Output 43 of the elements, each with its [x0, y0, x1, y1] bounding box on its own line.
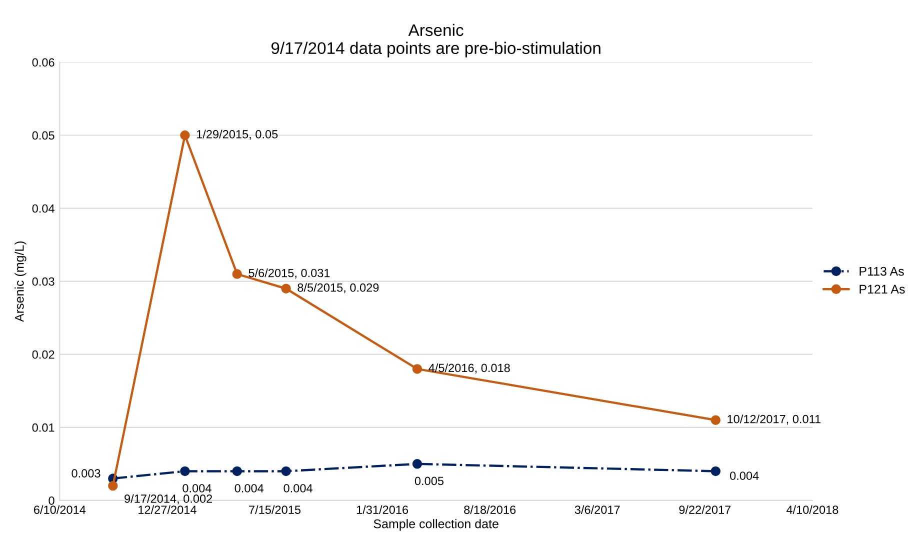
legend-label: P121 As — [860, 284, 905, 294]
point — [412, 364, 422, 374]
y-tick-label: 0.05 — [32, 131, 54, 140]
x-tick-label: 6/10/2014 — [34, 505, 86, 514]
data-label: 10/12/2017, 0.011 — [728, 414, 820, 425]
point — [281, 284, 291, 294]
y-axis-title: Arsenic (mg/L) — [14, 241, 26, 322]
data-label: 0.003 — [72, 469, 100, 478]
data-label: 0.005 — [414, 476, 444, 486]
y-tick-label: 0.01 — [32, 423, 54, 432]
point — [232, 269, 242, 279]
point — [108, 480, 118, 491]
data-label: 0.004 — [284, 484, 312, 492]
x-tick-label: 1/31/2016 — [356, 505, 408, 514]
point — [281, 466, 291, 476]
y-tick-label: 0.02 — [32, 350, 54, 359]
data-label: 4/5/2016, 0.018 — [428, 363, 510, 374]
point — [710, 466, 721, 476]
data-label: 0.004 — [234, 484, 264, 492]
data-label: 0.004 — [730, 472, 759, 480]
x-tick-label: 4/10/2018 — [786, 505, 838, 514]
x-tick-label: 9/22/2017 — [679, 505, 731, 514]
point — [412, 459, 422, 469]
legend-label: P113 As — [860, 266, 904, 276]
y-tick-label: 0.03 — [32, 277, 54, 286]
y-tick-label: 0.04 — [32, 204, 54, 213]
point — [180, 466, 190, 476]
data-label: 0.004 — [182, 484, 212, 492]
data-label: 9/17/2014, 0.002 — [124, 494, 212, 504]
y-tick-label: 0.06 — [32, 58, 54, 67]
x-tick-label: 12/27/2014 — [138, 505, 196, 514]
x-tick-label: 7/15/2015 — [249, 505, 301, 514]
data-label: 5/6/2015, 0.031 — [248, 268, 330, 279]
x-tick-label: 3/6/2017 — [574, 505, 620, 514]
data-label: 8/5/2015, 0.029 — [298, 283, 379, 294]
point — [180, 130, 190, 140]
x-tick-label: 8/18/2016 — [464, 505, 516, 514]
point — [710, 415, 721, 425]
x-axis-title: Sample collection date — [374, 519, 498, 531]
point — [232, 466, 242, 476]
y-tick-label: 0 — [48, 496, 54, 505]
data-label: 1/29/2015, 0.05 — [196, 130, 278, 140]
chart-title: Arsenic 9/17/2014 data points are pre-bio-stimulation — [271, 24, 600, 58]
